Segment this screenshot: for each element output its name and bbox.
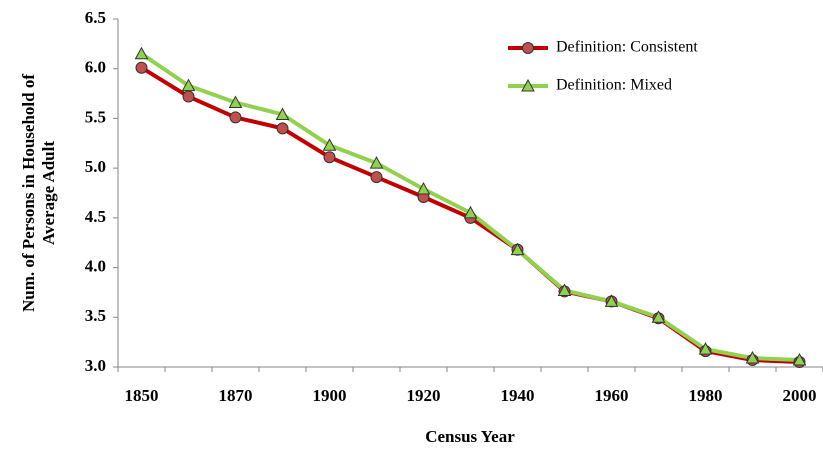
- data-point: [182, 90, 195, 103]
- y-tick-label: 5.0: [85, 157, 106, 176]
- x-tick-label: 2000: [783, 386, 817, 405]
- data-point: [463, 205, 478, 219]
- y-axis-title-line: Average Adult: [39, 141, 58, 245]
- y-tick-label: 4.5: [85, 207, 106, 226]
- data-point: [135, 61, 148, 74]
- data-point: [370, 171, 383, 184]
- data-point: [510, 242, 525, 256]
- legend-label: Definition: Mixed: [556, 77, 672, 94]
- y-tick-label: 3.5: [85, 306, 106, 325]
- data-point: [604, 294, 619, 307]
- data-point: [416, 181, 431, 195]
- x-tick-label: 1900: [313, 386, 347, 405]
- y-axis-title: Num. of Persons in Household of Average …: [19, 74, 58, 312]
- x-tick-label: 1870: [219, 386, 253, 405]
- data-point: [557, 283, 572, 296]
- legend-label: Definition: Consistent: [556, 39, 698, 56]
- x-tick-label: 1980: [689, 386, 723, 405]
- y-tick-label: 6.0: [85, 58, 106, 77]
- data-point: [745, 351, 760, 364]
- data-point: [323, 151, 336, 164]
- y-axis-title-line: Num. of Persons in Household of: [19, 74, 38, 312]
- y-tick-label: 5.5: [85, 107, 106, 126]
- data-point: [322, 138, 337, 151]
- data-point: [134, 46, 149, 60]
- x-tick-label: 1940: [501, 386, 535, 405]
- data-point: [276, 122, 289, 135]
- data-point: [228, 95, 243, 109]
- x-tick-label: 1850: [125, 386, 159, 405]
- data-point: [792, 352, 807, 366]
- data-point: [369, 156, 384, 169]
- data-point: [275, 107, 290, 120]
- legend-marker: [522, 42, 534, 54]
- x-axis-title: Census Year: [425, 427, 515, 446]
- x-tick-label: 1960: [595, 386, 629, 405]
- data-point: [229, 111, 242, 124]
- legend-marker: [521, 78, 535, 92]
- data-point: [181, 78, 196, 92]
- x-tick-label: 1920: [407, 386, 441, 405]
- data-point: [651, 310, 666, 323]
- data-point: [698, 342, 713, 355]
- y-tick-label: 3.0: [85, 356, 106, 375]
- y-tick-label: 4.0: [85, 256, 106, 275]
- y-tick-label: 6.5: [85, 8, 106, 27]
